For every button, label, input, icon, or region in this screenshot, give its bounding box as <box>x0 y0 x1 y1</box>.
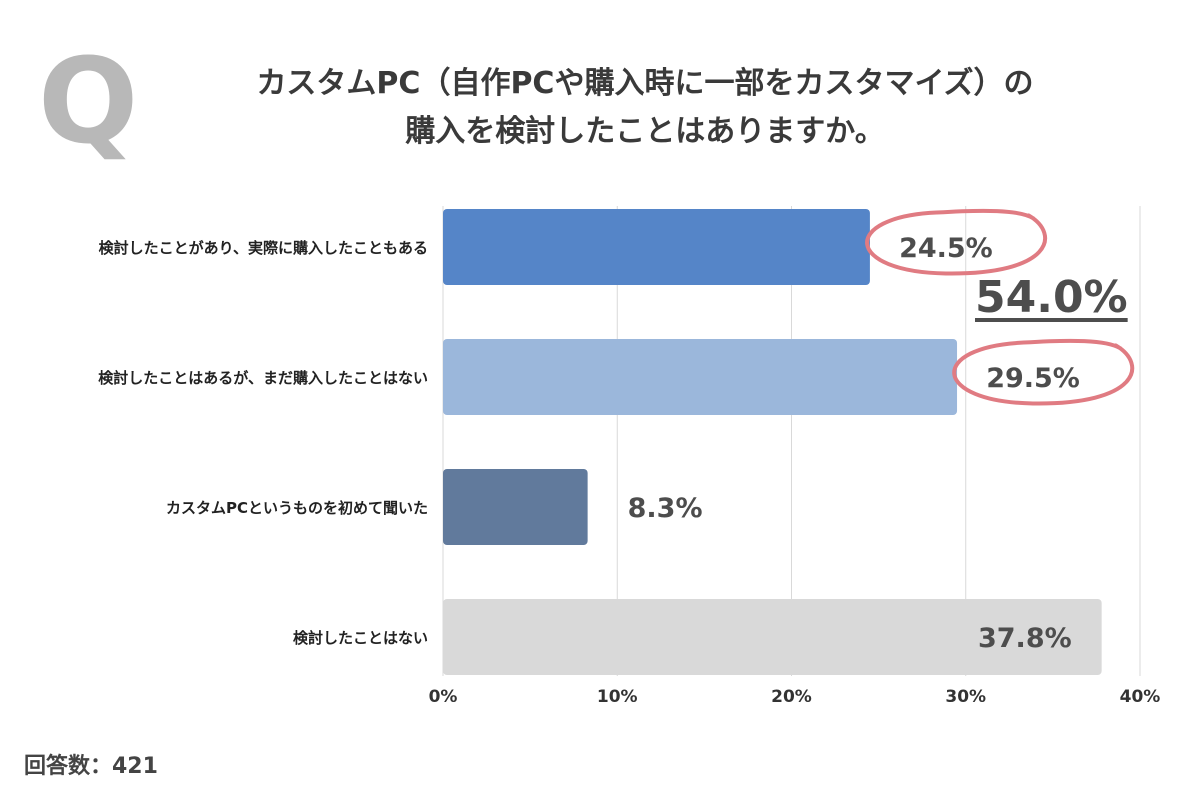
category-label: 検討したことはあるが、まだ購入したことはない <box>98 369 428 387</box>
category-label: 検討したことはない <box>293 629 428 647</box>
bar <box>443 599 1102 675</box>
x-tick-label: 40% <box>1120 687 1161 707</box>
category-label: 検討したことがあり、実際に購入したこともある <box>99 239 428 257</box>
chart-title-line-1: カスタムPC（自作PCや購入時に一部をカスタマイズ）の <box>256 66 1034 101</box>
category-label: カスタムPCというものを初めて聞いた <box>166 499 428 517</box>
chart-title-line-2: 購入を検討したことはありますか。 <box>405 114 885 149</box>
x-tick-label: 0% <box>429 687 458 707</box>
bar <box>443 339 958 415</box>
bar <box>443 209 870 285</box>
data-label: 37.8% <box>978 623 1072 654</box>
response-count-label: 回答数：421 <box>24 754 158 779</box>
x-tick-label: 30% <box>945 687 986 707</box>
highlight-circle <box>865 208 1047 276</box>
data-label: 24.5% <box>899 233 993 264</box>
data-label: 29.5% <box>986 363 1080 394</box>
bar <box>443 469 588 545</box>
q-mark: Q <box>38 32 139 170</box>
highlight-circle <box>952 338 1135 406</box>
total-highlight-label: 54.0% <box>975 272 1128 323</box>
x-tick-label: 20% <box>771 687 812 707</box>
x-tick-label: 10% <box>597 687 638 707</box>
data-label: 8.3% <box>628 493 703 524</box>
